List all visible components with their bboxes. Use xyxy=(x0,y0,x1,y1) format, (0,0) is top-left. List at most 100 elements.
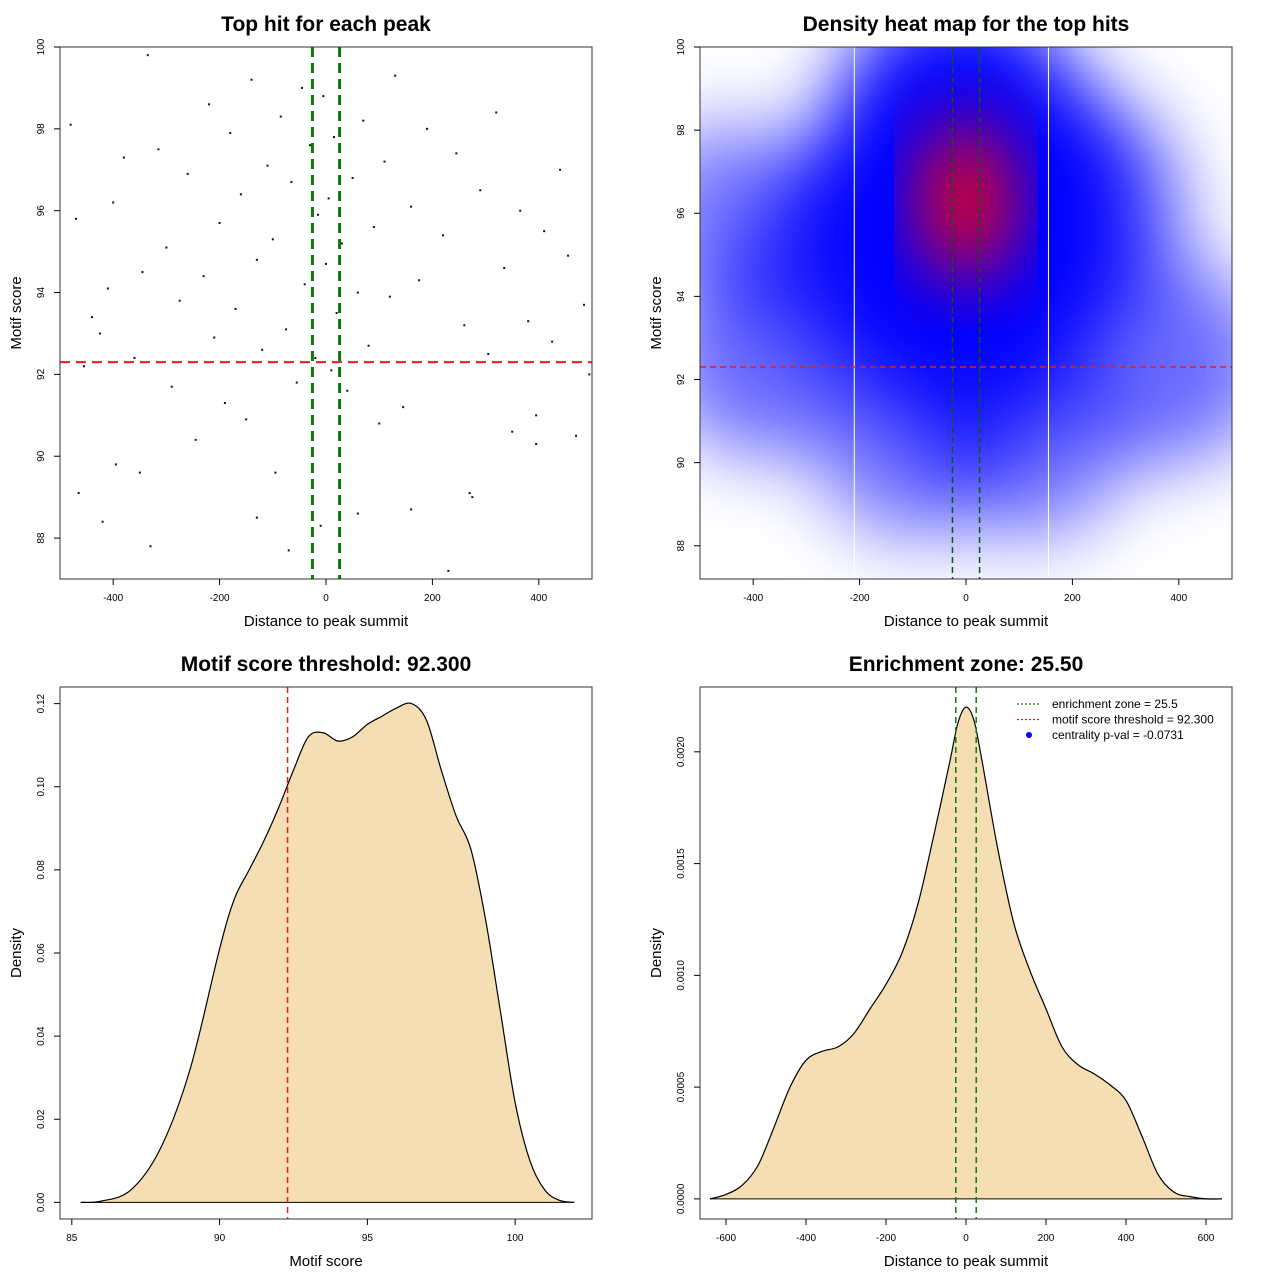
density-blob xyxy=(815,345,1010,538)
data-point xyxy=(255,516,258,519)
data-point xyxy=(356,291,359,294)
y-axis-label: Motif score xyxy=(8,276,25,349)
data-point xyxy=(314,357,317,360)
data-point xyxy=(442,234,445,237)
data-point xyxy=(138,471,141,474)
data-point xyxy=(234,307,237,310)
y-tick-label: 88 xyxy=(36,532,47,544)
data-point xyxy=(74,217,77,220)
data-point xyxy=(112,201,115,204)
data-point xyxy=(447,569,450,572)
x-tick-label: 90 xyxy=(214,1233,226,1244)
density-blobs xyxy=(700,47,1232,538)
chart-title: Motif score threshold: 92.300 xyxy=(181,653,472,676)
data-point xyxy=(362,119,365,122)
data-point xyxy=(335,312,338,314)
data-point xyxy=(146,54,149,57)
legend-entry: motif score threshold = 92.300 xyxy=(1052,713,1214,727)
x-tick-label: -400 xyxy=(103,593,123,604)
legend: enrichment zone = 25.5 motif score thresh… xyxy=(1017,697,1214,742)
data-point xyxy=(479,189,482,192)
plot-frame xyxy=(59,46,593,580)
data-point xyxy=(165,246,168,249)
data-point xyxy=(372,226,375,229)
density-panel: Enrichment zone: 25.50 Distance to peak s… xyxy=(648,653,1233,1270)
data-point xyxy=(255,258,258,261)
data-point xyxy=(402,406,405,409)
y-tick-label: 92 xyxy=(676,374,687,386)
data-point xyxy=(410,205,413,208)
y-tick-label: 90 xyxy=(676,457,687,469)
data-point xyxy=(468,492,471,495)
x-tick-label: 85 xyxy=(66,1233,78,1244)
y-tick-label: 100 xyxy=(676,38,687,55)
data-point xyxy=(330,369,333,372)
data-point xyxy=(287,549,290,552)
x-tick-label: 400 xyxy=(530,593,547,604)
chart-title: Enrichment zone: 25.50 xyxy=(849,653,1084,676)
scatter-panel: Top hit for each peak Distance to peak su… xyxy=(8,13,593,630)
data-point xyxy=(519,209,522,212)
data-point xyxy=(69,123,72,126)
x-axis-label: Motif score xyxy=(289,1253,362,1270)
density-area xyxy=(710,707,1222,1200)
data-point xyxy=(218,221,221,224)
data-point xyxy=(356,512,359,515)
x-tick-label: 200 xyxy=(1064,593,1081,604)
density-core xyxy=(921,120,1011,281)
y-tick-label: 0.06 xyxy=(36,943,47,963)
data-point xyxy=(559,168,562,171)
data-point xyxy=(295,381,298,384)
data-point xyxy=(543,230,546,233)
data-point xyxy=(290,181,293,184)
data-point xyxy=(213,336,216,339)
data-point xyxy=(285,328,288,331)
data-point xyxy=(527,320,530,323)
chart-title: Top hit for each peak xyxy=(221,13,431,36)
density-peak xyxy=(921,120,1011,281)
data-point xyxy=(551,340,554,343)
y-tick-label: 98 xyxy=(36,123,47,135)
data-point xyxy=(271,238,274,241)
data-point xyxy=(383,160,386,163)
data-point xyxy=(332,136,335,139)
density-curve xyxy=(80,702,575,1204)
data-point xyxy=(503,266,506,269)
data-point xyxy=(202,275,205,278)
y-tick-label: 92 xyxy=(36,368,47,380)
data-point xyxy=(122,156,125,159)
y-tick-label: 0.04 xyxy=(36,1026,47,1046)
data-point xyxy=(535,442,538,445)
data-point xyxy=(207,103,210,106)
data-point xyxy=(90,316,93,319)
y-tick-label: 94 xyxy=(36,287,47,299)
data-point xyxy=(141,271,144,274)
data-point xyxy=(327,197,330,200)
heatmap-layer xyxy=(700,47,1232,579)
x-tick-label: -400 xyxy=(743,593,763,604)
y-tick-label: 0.12 xyxy=(36,693,47,713)
data-point xyxy=(418,279,421,282)
x-tick-label: 100 xyxy=(507,1233,524,1244)
data-point xyxy=(583,303,586,306)
x-axis-label: Distance to peak summit xyxy=(244,613,409,630)
x-tick-label: -600 xyxy=(716,1233,736,1244)
data-point xyxy=(223,402,226,405)
x-tick-label: 0 xyxy=(963,593,969,604)
data-point xyxy=(426,127,429,130)
data-point xyxy=(588,373,591,376)
data-point xyxy=(394,74,397,77)
y-tick-label: 96 xyxy=(36,205,47,217)
data-point xyxy=(367,344,370,347)
y-tick-label: 0.0000 xyxy=(676,1183,687,1214)
data-point xyxy=(575,434,578,437)
y-tick-label: 100 xyxy=(36,38,47,55)
density-area xyxy=(80,703,575,1203)
y-tick-label: 88 xyxy=(676,540,687,552)
data-point xyxy=(495,111,498,114)
data-point xyxy=(229,131,232,134)
data-point xyxy=(186,172,189,175)
x-axis-label: Distance to peak summit xyxy=(884,1253,1049,1270)
data-point xyxy=(319,524,322,527)
